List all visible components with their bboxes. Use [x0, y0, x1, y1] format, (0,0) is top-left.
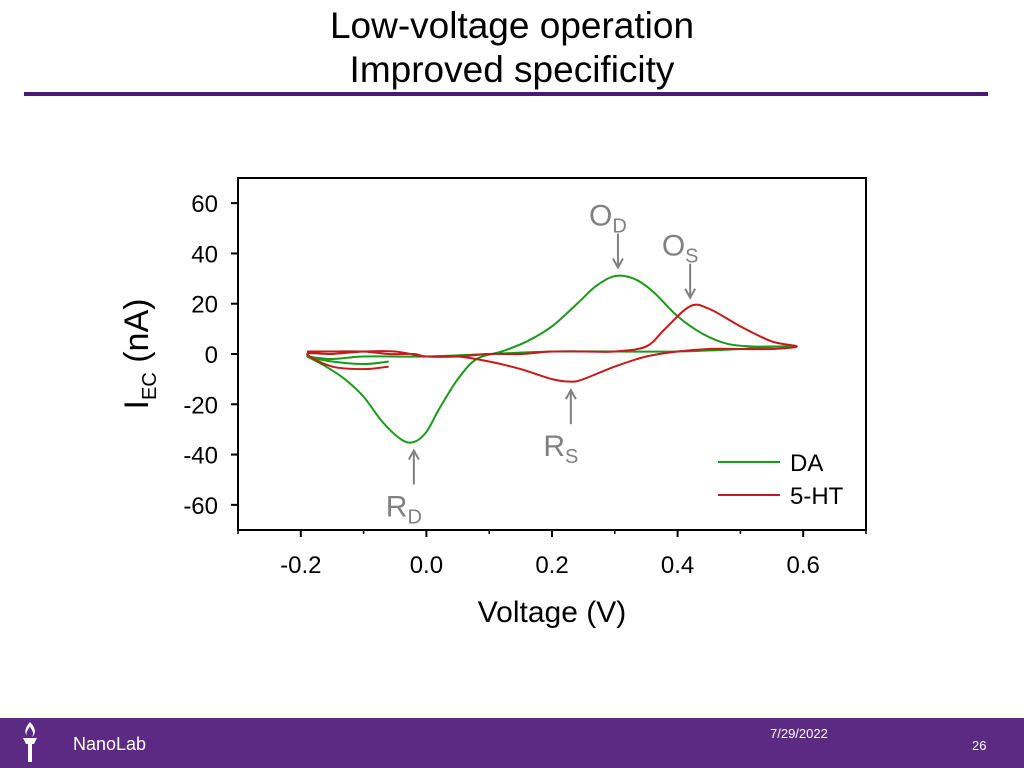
slide-title: Low-voltage operation Improved specifici… — [0, 4, 1024, 92]
annotation-arrowhead — [612, 258, 624, 270]
legend-label: 5-HT — [790, 483, 844, 510]
x-tick-label: 0.2 — [535, 552, 568, 579]
x-tick-label: 0.6 — [787, 552, 820, 579]
annotation-label-os: OS — [662, 230, 699, 268]
title-line-1: Low-voltage operation — [329, 5, 695, 46]
title-divider — [24, 92, 988, 96]
annotation-label-rs: RS — [543, 430, 578, 468]
x-axis-label: Voltage (V) — [478, 596, 626, 629]
series-line-da — [306, 274, 797, 444]
y-tick-label: 20 — [191, 292, 218, 319]
y-tick-label: 0 — [205, 342, 218, 369]
page-number: 26 — [972, 738, 987, 753]
annotation-arrowhead — [684, 288, 697, 300]
annotation-arrowhead — [564, 388, 577, 400]
y-tick-label: 60 — [191, 191, 218, 218]
y-tick-label: -40 — [183, 443, 218, 470]
torch-icon — [23, 722, 37, 762]
x-tick-label: 0.0 — [410, 552, 443, 579]
annotation-arrowhead — [407, 448, 420, 460]
annotation-label-rd: RD — [386, 491, 422, 529]
footer-bar — [0, 718, 1024, 768]
annotation-label-od: OD — [589, 200, 627, 238]
footer-brand: NanoLab — [73, 734, 147, 754]
footer-date: 7/29/2022 — [770, 726, 828, 741]
y-axis-label: IEC (nA) — [118, 299, 161, 410]
y-tick-label: -60 — [183, 493, 218, 520]
title-line-2: Improved specificity — [349, 49, 675, 90]
series-line-5ht — [306, 303, 798, 383]
y-tick-label: -20 — [183, 392, 218, 419]
x-tick-label: 0.4 — [661, 552, 694, 579]
x-tick-label: -0.2 — [280, 552, 321, 579]
y-tick-label: 40 — [191, 241, 218, 268]
legend-label: DA — [790, 450, 823, 477]
